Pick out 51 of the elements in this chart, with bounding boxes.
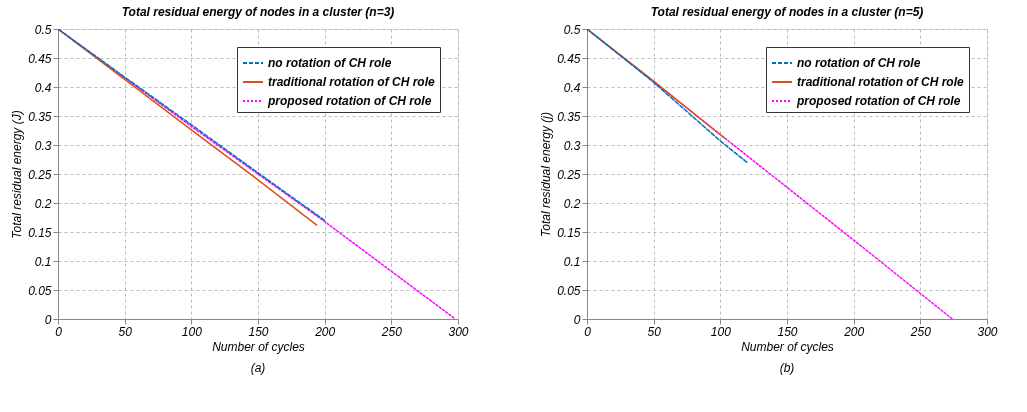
x-tick-label: 50 [647, 324, 662, 339]
y-tick-label: 0.45 [28, 51, 52, 66]
x-tick-label: 150 [248, 324, 269, 339]
y-tick-label: 0.05 [28, 283, 52, 298]
line-series [587, 29, 748, 164]
y-tick-label: 0.5 [34, 22, 52, 37]
y-axis-title: Total residual energy (j) [539, 112, 554, 237]
legend-label: traditional rotation of CH role [797, 75, 964, 89]
legend-label: no rotation of CH role [797, 56, 921, 70]
text: (b) [779, 361, 795, 375]
y-tick-label: 0.25 [557, 167, 581, 182]
x-axis-title: Number of cycles [212, 339, 305, 354]
y-tick-label: 0.1 [34, 254, 52, 269]
y-tick-label: 0.35 [557, 109, 581, 124]
chart-title: Total residual energy of nodes in a cluster (n=5) [650, 5, 924, 19]
x-tick-label: 300 [448, 324, 469, 339]
y-tick-label: 0.3 [563, 138, 581, 153]
y-tick-label: 0.2 [34, 196, 52, 211]
y-tick-label: 0.05 [557, 283, 581, 298]
y-tick-label: 0.4 [34, 80, 52, 95]
legend-label: traditional rotation of CH role [268, 75, 435, 89]
y-tick-label: 0.1 [563, 254, 581, 269]
x-tick-label: 100 [710, 324, 732, 339]
y-tick-label: 0.5 [563, 22, 581, 37]
x-tick-label: 50 [118, 324, 133, 339]
chart-title: Total residual energy of nodes in a cluster (n=3) [121, 5, 395, 19]
y-tick-label: 0.2 [563, 196, 581, 211]
x-axis-title: Number of cycles [741, 339, 834, 354]
x-tick-label: 200 [843, 324, 865, 339]
y-tick-label: 0.45 [557, 51, 581, 66]
legend-label: proposed rotation of CH role [267, 94, 432, 108]
x-tick-label: 300 [977, 324, 998, 339]
y-tick-label: 0.25 [28, 167, 52, 182]
x-tick-label: 0 [584, 324, 592, 339]
x-tick-label: 250 [909, 324, 932, 339]
x-tick-label: 0 [55, 324, 63, 339]
y-tick-label: 0.4 [563, 80, 581, 95]
y-tick-label: 0.15 [28, 225, 52, 240]
legend-label: no rotation of CH role [268, 56, 392, 70]
y-axis-title: Total residual energy (J) [10, 110, 25, 239]
y-tick-label: 0.15 [557, 225, 581, 240]
x-tick-label: 200 [314, 324, 336, 339]
x-tick-label: 100 [181, 324, 203, 339]
text: (a) [250, 361, 266, 375]
y-tick-label: 0.3 [34, 138, 52, 153]
y-tick-label: 0.35 [28, 109, 52, 124]
x-tick-label: 150 [777, 324, 798, 339]
y-tick-label: 0 [573, 312, 581, 327]
y-tick-label: 0 [44, 312, 52, 327]
x-tick-label: 250 [380, 324, 403, 339]
legend-label: proposed rotation of CH role [796, 94, 961, 108]
